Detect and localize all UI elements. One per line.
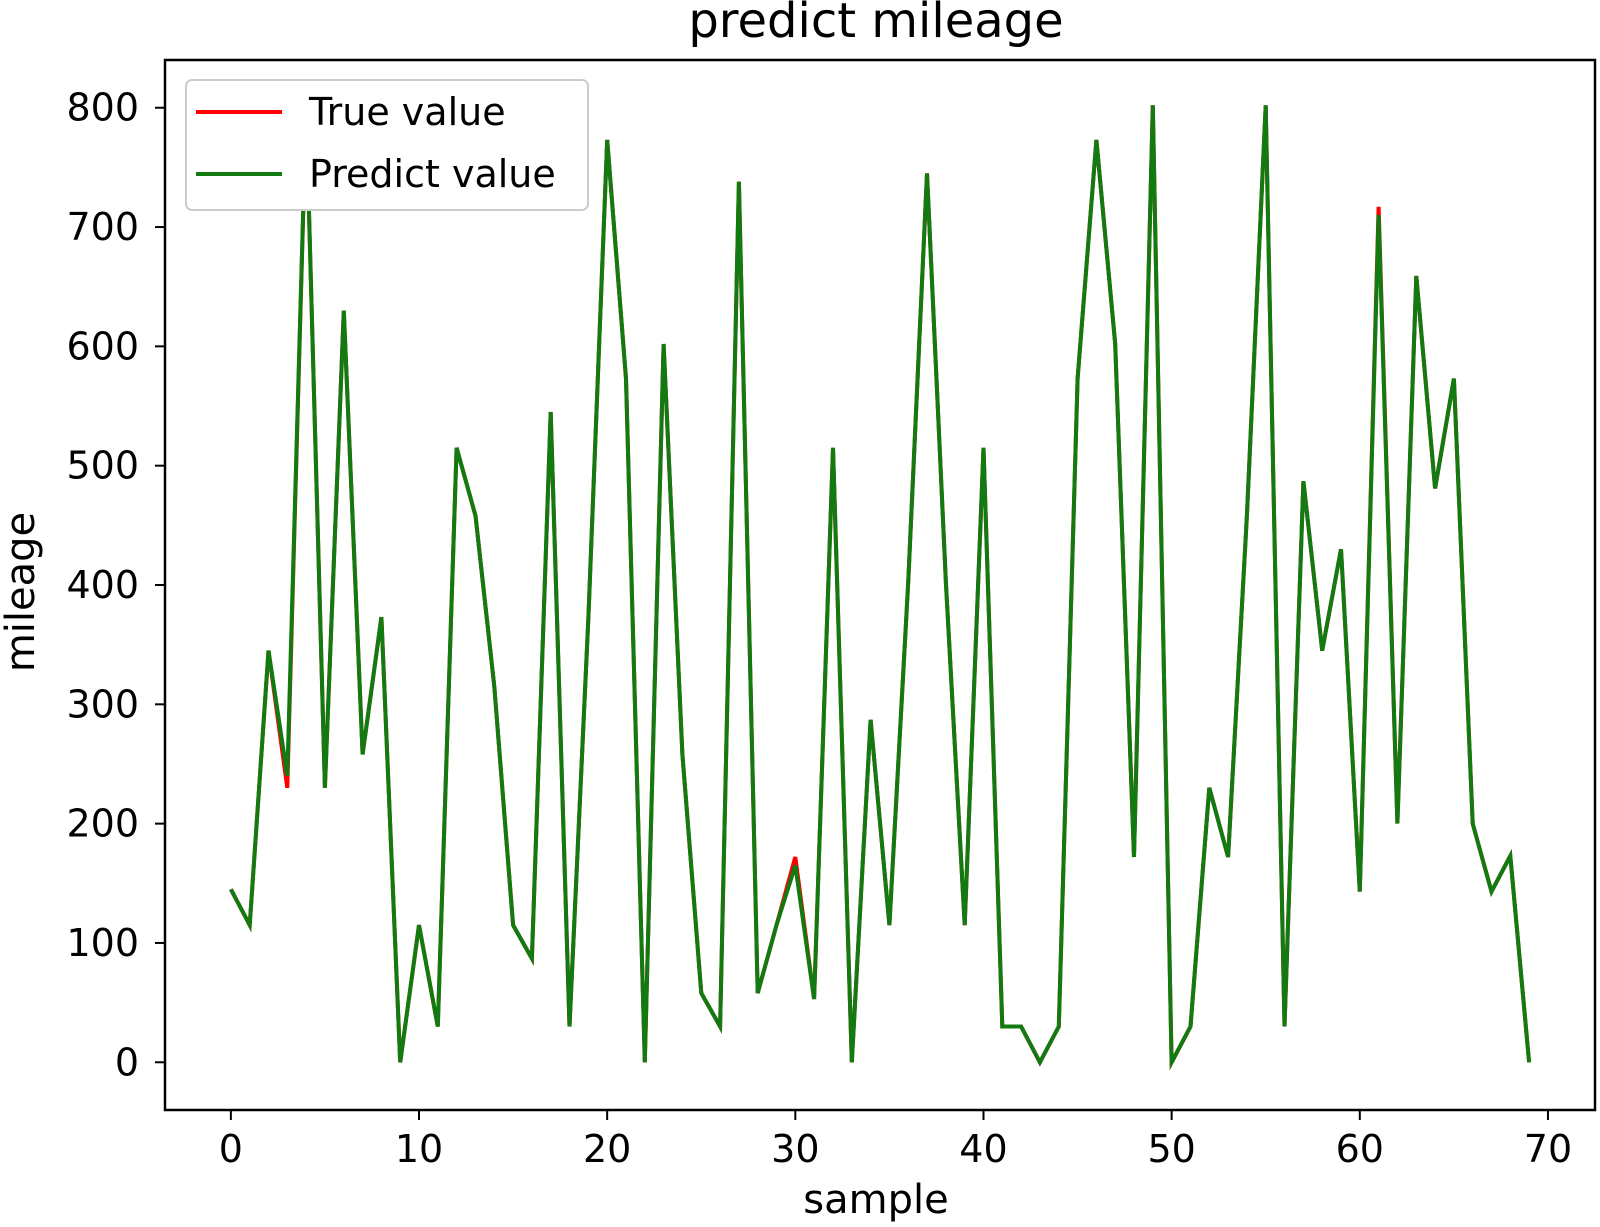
x-tick-label: 50 [1147, 1127, 1195, 1171]
x-tick-label: 60 [1336, 1127, 1384, 1171]
x-tick-label: 10 [395, 1127, 443, 1171]
y-tick-label: 0 [115, 1040, 139, 1084]
legend-label-predict-value: Predict value [309, 152, 556, 196]
y-tick-label: 600 [66, 324, 139, 368]
x-tick-label: 40 [959, 1127, 1007, 1171]
chart-title: predict mileage [688, 0, 1063, 49]
legend: True value Predict value [186, 80, 588, 210]
y-tick-label: 400 [66, 563, 139, 607]
y-tick-label: 100 [66, 921, 139, 965]
x-tick-label: 0 [219, 1127, 243, 1171]
y-tick-label: 200 [66, 802, 139, 846]
y-tick-label: 300 [66, 682, 139, 726]
x-tick-label: 30 [771, 1127, 819, 1171]
x-tick-label: 20 [583, 1127, 631, 1171]
y-tick-label: 800 [66, 86, 139, 130]
x-tick-label: 70 [1524, 1127, 1572, 1171]
x-axis-label: sample [803, 1177, 948, 1223]
y-tick-label: 500 [66, 444, 139, 488]
y-axis-label: mileage [0, 512, 44, 672]
legend-label-true-value: True value [308, 90, 506, 134]
y-tick-label: 700 [66, 205, 139, 249]
